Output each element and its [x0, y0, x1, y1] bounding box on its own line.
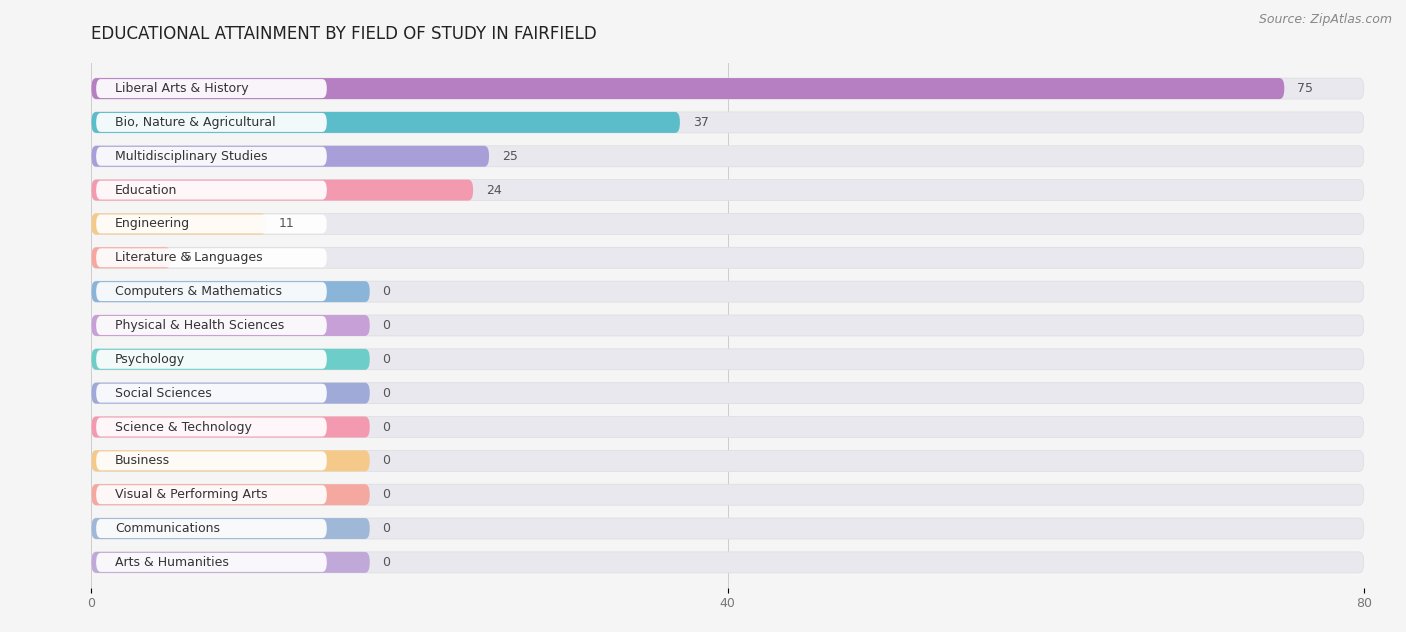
Text: EDUCATIONAL ATTAINMENT BY FIELD OF STUDY IN FAIRFIELD: EDUCATIONAL ATTAINMENT BY FIELD OF STUDY… — [91, 25, 598, 43]
FancyBboxPatch shape — [91, 451, 1364, 471]
FancyBboxPatch shape — [91, 214, 266, 234]
FancyBboxPatch shape — [96, 350, 326, 369]
FancyBboxPatch shape — [91, 78, 1364, 99]
FancyBboxPatch shape — [96, 181, 326, 200]
FancyBboxPatch shape — [91, 518, 1364, 539]
FancyBboxPatch shape — [91, 315, 1364, 336]
FancyBboxPatch shape — [91, 416, 370, 437]
Text: 0: 0 — [382, 353, 391, 366]
Text: 0: 0 — [382, 488, 391, 501]
FancyBboxPatch shape — [96, 519, 326, 538]
Text: Social Sciences: Social Sciences — [115, 387, 212, 399]
Text: 0: 0 — [382, 454, 391, 467]
FancyBboxPatch shape — [91, 112, 1364, 133]
Text: Physical & Health Sciences: Physical & Health Sciences — [115, 319, 284, 332]
FancyBboxPatch shape — [91, 247, 172, 269]
FancyBboxPatch shape — [91, 416, 1364, 437]
Text: 75: 75 — [1296, 82, 1313, 95]
FancyBboxPatch shape — [91, 78, 1284, 99]
Text: Source: ZipAtlas.com: Source: ZipAtlas.com — [1258, 13, 1392, 26]
FancyBboxPatch shape — [91, 451, 370, 471]
FancyBboxPatch shape — [91, 112, 681, 133]
Text: Literature & Languages: Literature & Languages — [115, 252, 263, 264]
FancyBboxPatch shape — [91, 552, 370, 573]
Text: 25: 25 — [502, 150, 517, 163]
Text: Engineering: Engineering — [115, 217, 190, 231]
FancyBboxPatch shape — [91, 349, 370, 370]
FancyBboxPatch shape — [91, 179, 1364, 200]
Text: Visual & Performing Arts: Visual & Performing Arts — [115, 488, 267, 501]
Text: 0: 0 — [382, 522, 391, 535]
FancyBboxPatch shape — [96, 553, 326, 572]
FancyBboxPatch shape — [96, 451, 326, 470]
Text: Science & Technology: Science & Technology — [115, 420, 252, 434]
FancyBboxPatch shape — [91, 214, 1364, 234]
Text: 24: 24 — [486, 184, 502, 197]
FancyBboxPatch shape — [96, 79, 326, 98]
Text: 0: 0 — [382, 556, 391, 569]
Text: 37: 37 — [693, 116, 709, 129]
Text: Multidisciplinary Studies: Multidisciplinary Studies — [115, 150, 267, 163]
Text: 11: 11 — [278, 217, 295, 231]
FancyBboxPatch shape — [91, 382, 370, 404]
FancyBboxPatch shape — [96, 248, 326, 267]
Text: Computers & Mathematics: Computers & Mathematics — [115, 285, 283, 298]
Text: 0: 0 — [382, 420, 391, 434]
FancyBboxPatch shape — [91, 484, 370, 505]
FancyBboxPatch shape — [96, 316, 326, 335]
Text: Business: Business — [115, 454, 170, 467]
FancyBboxPatch shape — [91, 179, 472, 200]
Text: 0: 0 — [382, 319, 391, 332]
FancyBboxPatch shape — [91, 349, 1364, 370]
FancyBboxPatch shape — [96, 485, 326, 504]
Text: Communications: Communications — [115, 522, 221, 535]
FancyBboxPatch shape — [91, 247, 1364, 269]
FancyBboxPatch shape — [91, 484, 1364, 505]
Text: 0: 0 — [382, 285, 391, 298]
FancyBboxPatch shape — [91, 382, 1364, 404]
FancyBboxPatch shape — [91, 315, 370, 336]
FancyBboxPatch shape — [96, 113, 326, 132]
FancyBboxPatch shape — [91, 281, 370, 302]
FancyBboxPatch shape — [96, 282, 326, 301]
FancyBboxPatch shape — [96, 418, 326, 437]
Text: 5: 5 — [184, 252, 191, 264]
Text: Arts & Humanities: Arts & Humanities — [115, 556, 229, 569]
Text: Bio, Nature & Agricultural: Bio, Nature & Agricultural — [115, 116, 276, 129]
FancyBboxPatch shape — [91, 146, 489, 167]
FancyBboxPatch shape — [91, 552, 1364, 573]
Text: 0: 0 — [382, 387, 391, 399]
FancyBboxPatch shape — [96, 214, 326, 233]
FancyBboxPatch shape — [91, 146, 1364, 167]
Text: Education: Education — [115, 184, 177, 197]
FancyBboxPatch shape — [91, 281, 1364, 302]
FancyBboxPatch shape — [96, 384, 326, 403]
FancyBboxPatch shape — [91, 518, 370, 539]
Text: Liberal Arts & History: Liberal Arts & History — [115, 82, 249, 95]
Text: Psychology: Psychology — [115, 353, 186, 366]
FancyBboxPatch shape — [96, 147, 326, 166]
